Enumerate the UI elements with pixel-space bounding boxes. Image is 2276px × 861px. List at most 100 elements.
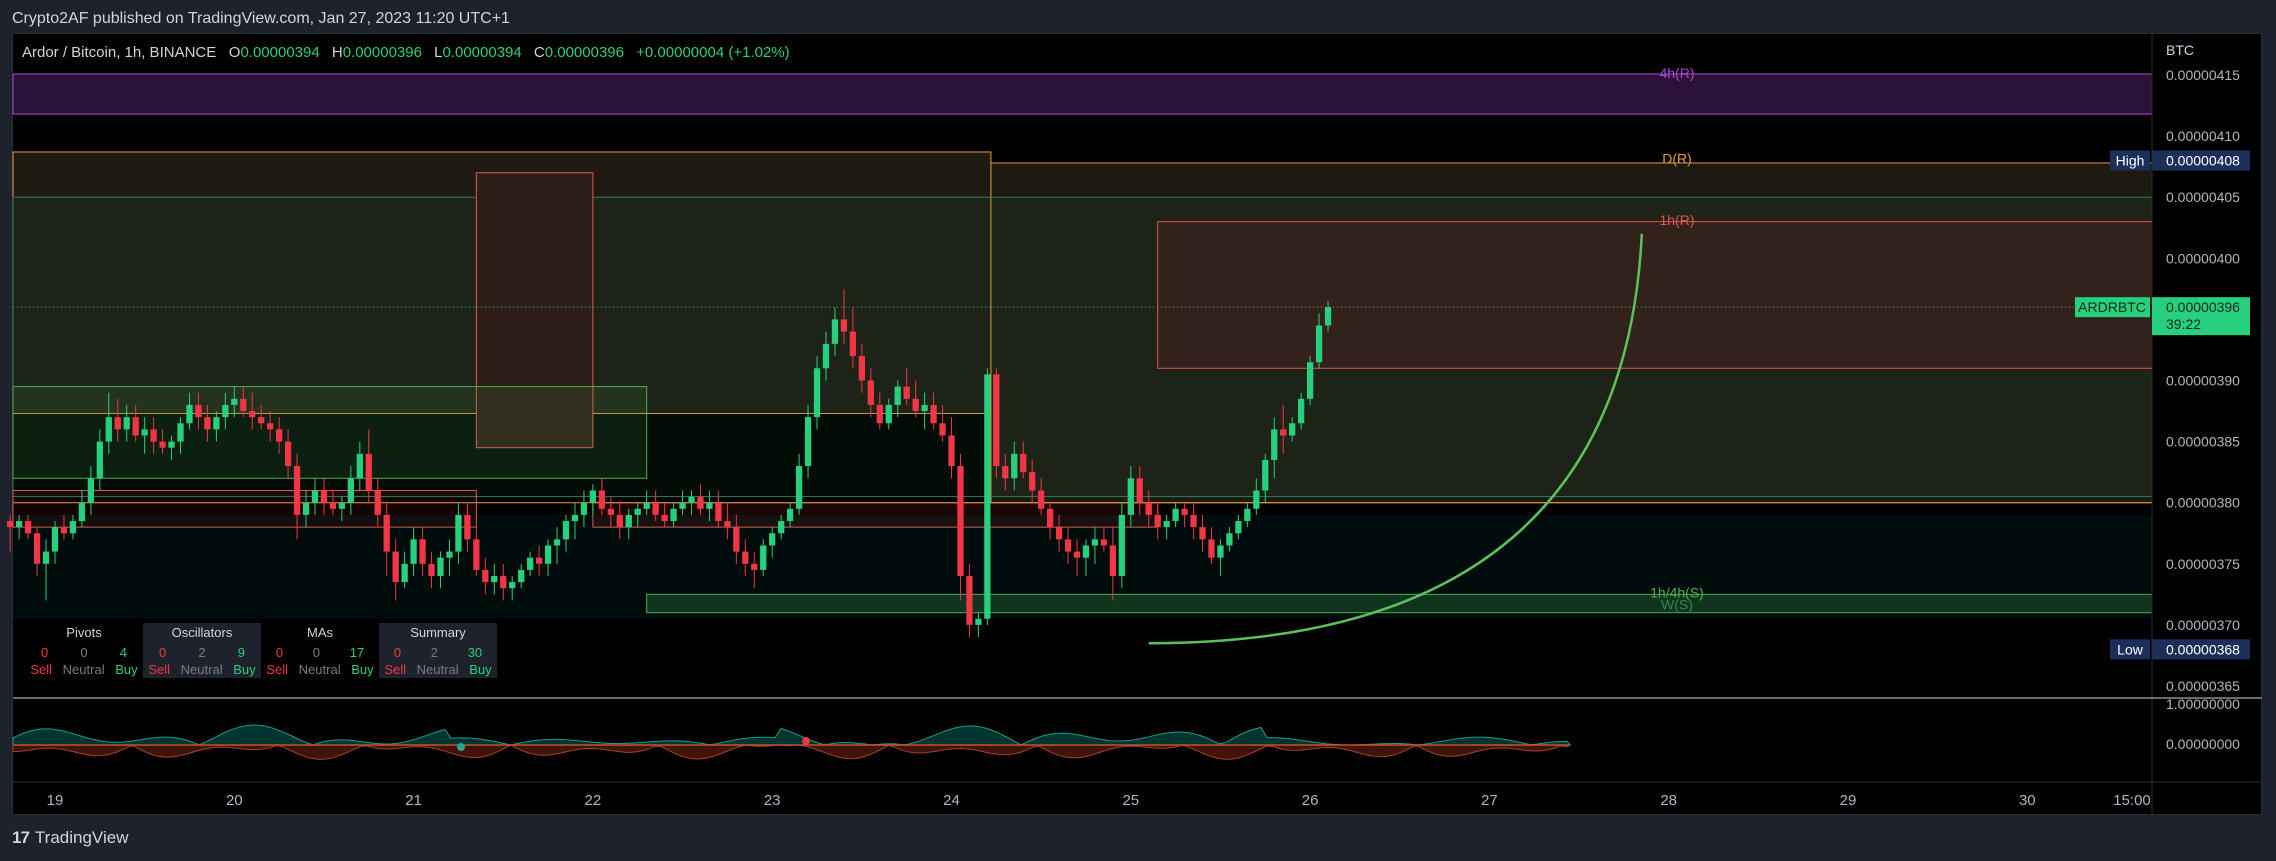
time-tick-label: 23: [764, 792, 781, 809]
candle-body: [1190, 514, 1197, 528]
price-tick-label: 0.00000365: [2166, 678, 2240, 694]
time-tick-label: 28: [1660, 792, 1677, 809]
candle-body: [1046, 508, 1054, 528]
candle-body: [1038, 490, 1045, 509]
candle-body: [33, 533, 41, 564]
osc-tick-label: 0.00000000: [2166, 736, 2240, 752]
candle-body: [778, 521, 785, 534]
candle-body: [786, 508, 794, 522]
candle-body: [132, 417, 139, 436]
time-tick-label: 27: [1481, 792, 1498, 809]
candle-body: [24, 521, 32, 534]
candle-body: [795, 466, 803, 509]
candle-body: [867, 380, 874, 405]
candle-body: [1055, 527, 1063, 540]
candle-body: [894, 386, 901, 405]
candle-body: [464, 514, 471, 540]
candle-body: [204, 417, 211, 430]
candle-body: [733, 527, 740, 552]
tradingview-logo-icon[interactable]: 17: [12, 828, 30, 847]
high-value: 0.00000396: [342, 44, 422, 61]
candle-body: [813, 368, 821, 418]
high-label: H: [331, 44, 343, 61]
ta-sell-label: Sell: [266, 662, 289, 677]
candle-body: [16, 521, 23, 528]
candle-body: [1136, 478, 1143, 503]
oscillator-negative-wave: [12, 744, 1572, 760]
price-tick-label: 0.00000390: [2166, 373, 2240, 389]
candle-body: [804, 417, 812, 467]
candle-body: [347, 478, 354, 503]
candle-body: [1029, 472, 1036, 491]
ta-buy-count: 4: [119, 645, 127, 660]
ta-sell-label: Sell: [30, 662, 53, 677]
candle-body: [607, 508, 614, 515]
ta-neutral-label: Neutral: [62, 662, 105, 677]
candle-body: [840, 319, 848, 332]
candle-body: [625, 514, 632, 528]
candle-body: [679, 502, 686, 509]
candle-body: [284, 441, 292, 467]
high-value-label: 0.00000408: [2166, 153, 2240, 169]
high-badge: [2110, 150, 2150, 171]
zone-1h-resistance: [1157, 221, 2153, 369]
zone-4h-resistance: [12, 73, 2153, 115]
candle-body: [42, 551, 50, 564]
candle-body: [428, 563, 435, 577]
candle-body: [912, 398, 919, 412]
candle-body: [1172, 508, 1179, 522]
oscillator-dot: [457, 743, 465, 751]
level-label-s1h4h: 1h/4h(S): [1650, 584, 1704, 600]
level-label-rd: D(R): [1662, 151, 1692, 167]
candle-body: [177, 423, 184, 442]
level-label-r1h: 1h(R): [1659, 212, 1694, 228]
price-tick-label: 0.00000415: [2166, 67, 2240, 83]
level-label-sw: W(S): [1661, 597, 1693, 613]
candle-body: [500, 576, 507, 589]
ta-buy-label: Buy: [351, 662, 374, 677]
price-tick-label: 0.00000410: [2166, 128, 2240, 144]
candle-body: [544, 545, 552, 564]
low-badge: [2110, 639, 2150, 660]
candle-body: [652, 502, 659, 515]
ta-neutral-count: 0: [312, 645, 320, 660]
candle-body: [105, 417, 112, 442]
candle-body: [383, 514, 390, 552]
candle-body: [356, 453, 363, 479]
candle-body: [437, 557, 444, 577]
candle-body: [60, 527, 68, 534]
candle-body: [482, 569, 489, 583]
ta-neutral-label: Neutral: [298, 662, 341, 677]
price-tick-label: 0.00000405: [2166, 189, 2240, 205]
candle-body: [957, 466, 964, 577]
time-tick-label: 26: [1302, 792, 1319, 809]
candle-body: [849, 331, 857, 357]
candle-body: [580, 502, 588, 515]
price-axis-currency: BTC: [2166, 42, 2194, 58]
close-value: 0.00000396: [544, 44, 624, 61]
candle-body: [302, 502, 310, 515]
candle-body: [616, 514, 623, 528]
candle-body: [697, 496, 704, 509]
published-header: Crypto2AF published on TradingView.com, …: [12, 10, 510, 27]
candle-body: [984, 374, 991, 619]
symbol-legend: Ardor / Bitcoin, 1h, BINANCE O0.00000394…: [22, 44, 798, 61]
zone-teal-base: [13, 514, 2152, 619]
ta-neutral-label: Neutral: [180, 662, 223, 677]
candle-body: [670, 508, 677, 522]
candle-body: [598, 490, 606, 509]
ta-sell-count: 0: [159, 645, 167, 660]
ta-buy-label: Buy: [469, 662, 492, 677]
candle-body: [1253, 490, 1260, 509]
candle-body: [338, 502, 346, 509]
zone-1h-resistance-old: [475, 172, 594, 449]
candle-body: [993, 374, 1000, 467]
time-tick-label: 15:00: [2113, 792, 2151, 809]
ta-column-title: MAs: [307, 625, 333, 640]
candle-body: [455, 514, 462, 552]
time-tick-label: 21: [405, 792, 422, 809]
candle-body: [446, 551, 453, 558]
ta-neutral-count: 2: [430, 645, 438, 660]
footer-brand[interactable]: TradingView: [34, 828, 129, 847]
